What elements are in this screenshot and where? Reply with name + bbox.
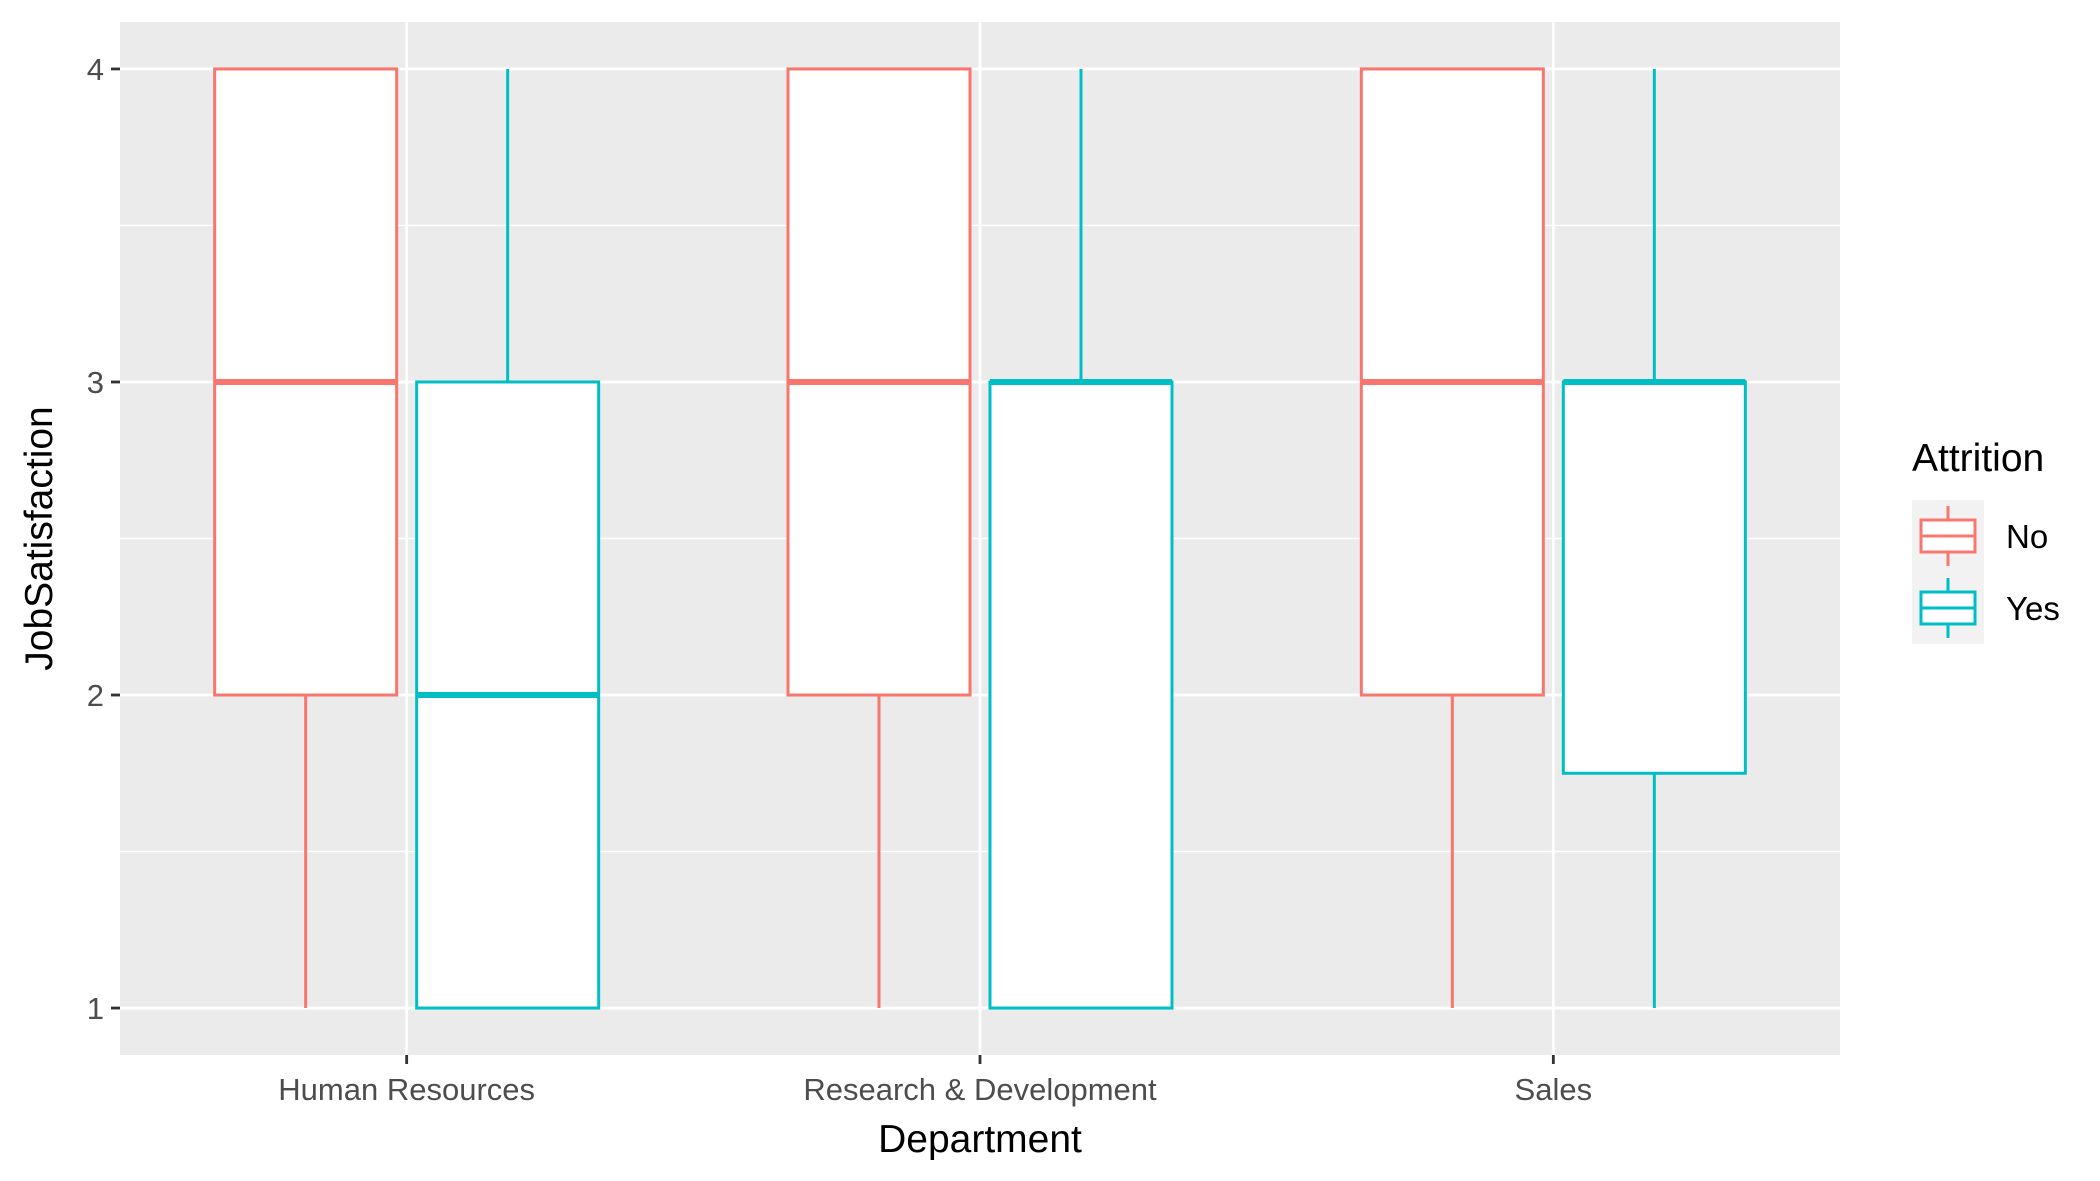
legend-title: Attrition [1912,437,2044,480]
legend-label: No [2006,518,2048,555]
boxes [213,67,1747,1010]
box-no-0 [213,67,399,1009]
y-tick-label: 2 [87,678,104,713]
y-axis: 1 2 3 4 [87,52,120,1026]
box-iqr [988,380,1174,1010]
legend: Attrition No Yes [1912,437,2060,644]
x-tick-label: Sales [1515,1072,1593,1107]
x-axis: Human Resources Research & Development Sal… [278,1055,1592,1107]
x-tick-label: Human Resources [278,1072,535,1107]
x-axis-title: Department [878,1118,1082,1161]
y-tick-label: 4 [87,52,104,87]
box-iqr [1561,380,1747,775]
x-tick-label: Research & Development [803,1072,1157,1107]
y-tick-label: 1 [87,991,104,1026]
y-tick-label: 3 [87,365,104,400]
box-no-1 [786,67,972,1009]
legend-key-yes: Yes [1912,572,2060,644]
grid-major [120,22,1840,1055]
box-yes-0 [415,68,601,1010]
box-yes-1 [988,68,1174,1010]
legend-label: Yes [2006,590,2060,627]
box-no-2 [1359,67,1545,1009]
y-axis-title: JobSatisfaction [18,406,61,671]
box-yes-2 [1561,68,1747,1009]
legend-key-no: No [1912,500,2048,572]
